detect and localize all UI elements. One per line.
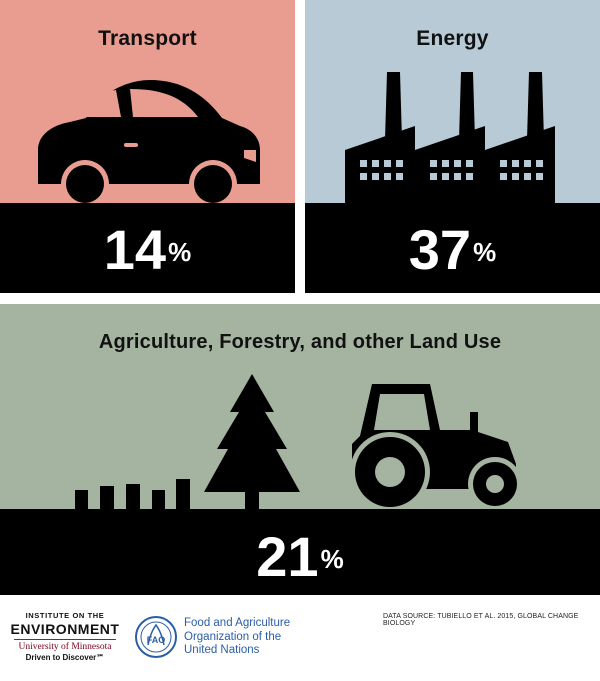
ioe-line1: INSTITUTE ON THE	[25, 611, 105, 620]
ioe-line4: Driven to Discover℠	[25, 653, 105, 662]
fao-line1: Food and Agriculture	[184, 617, 291, 629]
fao-line2: Organization of the	[184, 630, 282, 643]
ioe-logo: INSTITUTE ON THE ENVIRONMENT University …	[10, 611, 120, 662]
transport-ground	[0, 203, 295, 293]
energy-ground	[305, 203, 600, 293]
ioe-divider	[14, 639, 116, 640]
land-use-illustration	[75, 374, 522, 512]
data-source: DATA SOURCE: TUBIELLO ET AL. 2015, GLOBA…	[383, 613, 579, 627]
fao-logo-text: FAO	[147, 635, 166, 645]
land-use-panel: Agriculture, Forestry, and other Land Us…	[0, 304, 600, 595]
transport-percentage: 14%	[103, 218, 192, 281]
fao-name: Food and Agriculture Organization of the…	[184, 617, 290, 658]
tractor-icon	[350, 384, 522, 512]
transport-panel: Transport 14%	[0, 0, 295, 293]
fao-line3: United Nations	[184, 644, 260, 656]
ioe-line3: University of Minnesota	[18, 642, 112, 652]
footer: INSTITUTE ON THE ENVIRONMENT University …	[0, 595, 600, 681]
land-use-title: Agriculture, Forestry, and other Land Us…	[98, 331, 502, 353]
crops-icon	[75, 479, 190, 510]
tree-icon	[204, 374, 300, 510]
energy-panel: Energy 37%	[305, 0, 600, 293]
transport-title: Transport	[98, 27, 197, 50]
ioe-line2: ENVIRONMENT	[10, 621, 120, 637]
land-use-ground	[0, 509, 600, 595]
car-icon	[38, 80, 260, 208]
fao-logo-icon: FAO	[135, 616, 177, 658]
energy-percentage: 37%	[408, 218, 497, 281]
factory-icon	[345, 72, 555, 204]
land-use-percentage: 21%	[256, 525, 344, 588]
energy-title: Energy	[416, 27, 489, 50]
